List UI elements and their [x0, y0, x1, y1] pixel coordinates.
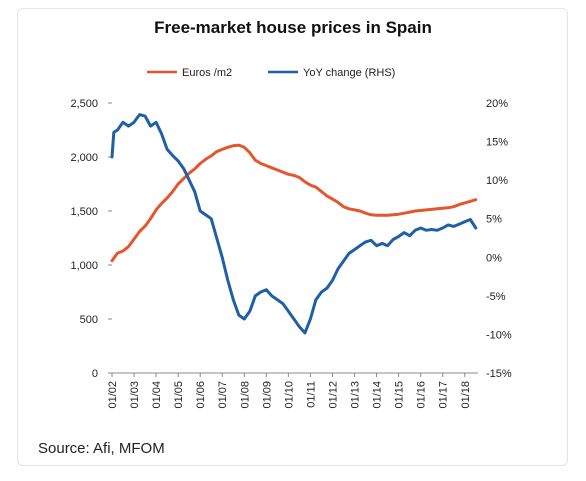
x-tick-label: 01/18: [460, 381, 472, 409]
y-right-tick-label: -5%: [486, 291, 506, 303]
y-right-tick-label: 20%: [486, 98, 508, 110]
x-tick-label: 01/06: [195, 381, 207, 409]
legend: Euros /m2 YoY change (RHS): [147, 67, 395, 79]
y-right-tick-label: -15%: [486, 368, 512, 380]
x-tick-label: 01/02: [107, 381, 119, 409]
x-tick-label: 01/11: [305, 381, 317, 408]
series-line-yoy: [110, 113, 478, 335]
x-tick-label: 01/05: [173, 381, 185, 409]
y-left-tick-label: 1,500: [70, 206, 98, 218]
y-left-tick-label: 2,500: [70, 98, 98, 110]
x-tick-label: 01/03: [129, 381, 141, 409]
y-left-tick-label: 1,000: [70, 260, 98, 272]
axes: 0 500 1,000 1,500 2,000 2,500 -15% -10% -5% 0% 5% 1…: [70, 98, 511, 409]
legend-label-euros: Euros /m2: [182, 67, 232, 79]
x-tick-label: 01/07: [217, 381, 229, 409]
x-tick-label: 01/12: [327, 381, 339, 409]
y-left-tick-label: 2,000: [70, 152, 98, 164]
series-line-euros: [110, 143, 478, 263]
x-tick-label: 01/14: [372, 381, 384, 409]
x-tick-label: 01/08: [239, 381, 251, 409]
x-tick-label: 01/10: [283, 381, 295, 409]
y-right-tick-label: 5%: [486, 214, 502, 226]
chart-title: Free-market house prices in Spain: [154, 18, 432, 37]
y-left-tick-label: 500: [80, 314, 98, 326]
x-tick-label: 01/09: [261, 381, 273, 409]
y-right-tick-label: 10%: [486, 175, 508, 187]
x-tick-label: 01/17: [438, 381, 450, 409]
x-tick-label: 01/04: [151, 381, 163, 409]
y-left-tick-label: 0: [92, 368, 98, 380]
y-right-tick-label: 15%: [486, 137, 508, 149]
x-tick-label: 01/13: [350, 381, 362, 409]
chart-card: [17, 8, 568, 466]
legend-label-yoy: YoY change (RHS): [303, 67, 395, 79]
plot-area: [110, 113, 478, 335]
y-right-tick-label: -10%: [486, 329, 512, 341]
source-note: Source: Afi, MFOM: [38, 440, 165, 457]
y-right-tick-label: 0%: [486, 252, 502, 264]
x-tick-label: 01/15: [394, 381, 406, 409]
x-tick-label: 01/16: [416, 381, 428, 409]
